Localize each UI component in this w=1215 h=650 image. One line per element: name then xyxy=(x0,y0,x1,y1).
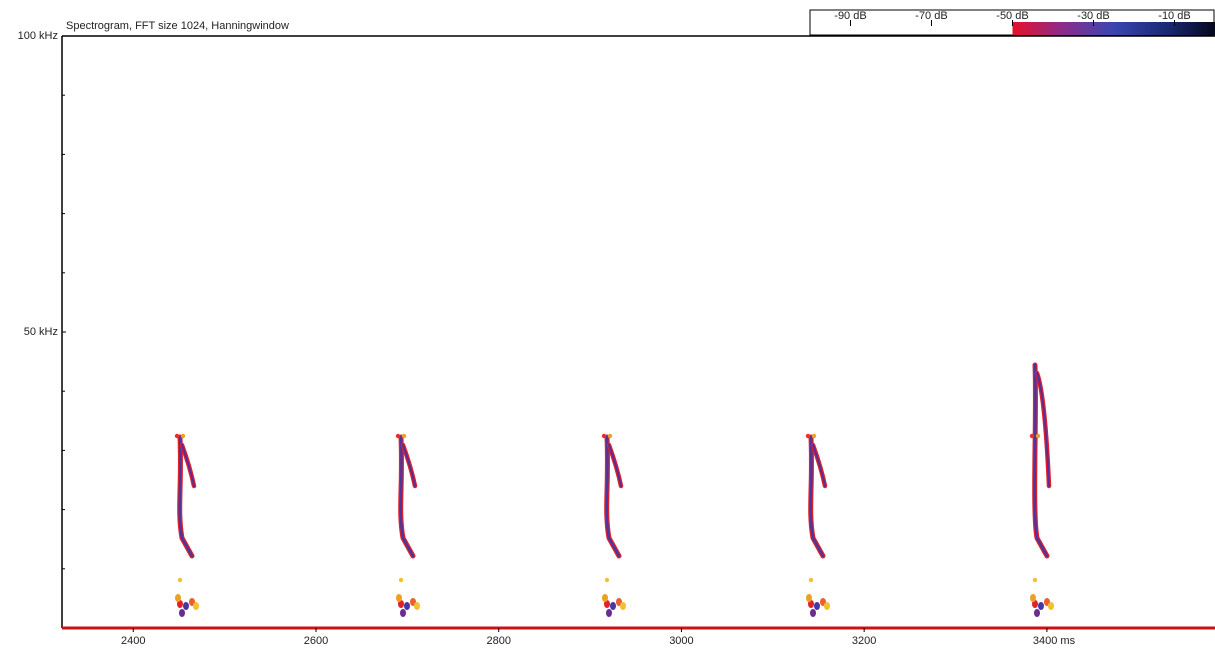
call-trace xyxy=(601,433,626,617)
trace-dot xyxy=(607,433,613,439)
trace-core xyxy=(809,435,825,558)
trace-blob xyxy=(1034,609,1040,617)
trace-blob xyxy=(177,600,183,608)
trace-blob xyxy=(1038,602,1044,610)
trace-dot xyxy=(177,577,183,583)
colorbar-label: -70 dB xyxy=(915,10,947,22)
colorbar-gradient xyxy=(1012,22,1215,35)
trace-blob xyxy=(620,602,626,610)
trace-core xyxy=(402,444,416,487)
colorbar-label: -90 dB xyxy=(834,10,866,22)
x-tick-label: 3400 ms xyxy=(1033,635,1076,647)
trace-blob xyxy=(604,600,610,608)
trace-blob xyxy=(824,602,830,610)
trace-blob xyxy=(404,602,410,610)
trace-blob xyxy=(1048,602,1054,610)
trace-dot xyxy=(604,577,610,583)
trace-blob xyxy=(814,602,820,610)
call-trace xyxy=(1029,362,1054,617)
x-tick-label: 3200 xyxy=(852,635,876,647)
trace-core xyxy=(1036,372,1050,487)
trace-blob xyxy=(806,594,812,602)
trace-core xyxy=(812,444,826,487)
colorbar-label: -30 dB xyxy=(1077,10,1109,22)
chart-title: Spectrogram, FFT size 1024, Hanningwindo… xyxy=(66,20,289,32)
call-trace xyxy=(395,433,420,617)
trace-blob xyxy=(396,594,402,602)
trace-blob xyxy=(400,609,406,617)
trace-blob xyxy=(414,602,420,610)
trace-blob xyxy=(183,602,189,610)
trace-blob xyxy=(808,600,814,608)
colorbar-label: -10 dB xyxy=(1158,10,1190,22)
trace-blob xyxy=(810,609,816,617)
trace-core xyxy=(399,435,415,558)
trace-dot xyxy=(395,433,401,439)
x-tick-label: 3000 xyxy=(669,635,693,647)
trace-blob xyxy=(175,594,181,602)
trace-core xyxy=(178,435,194,558)
trace-dot xyxy=(1032,577,1038,583)
call-trace xyxy=(805,433,830,617)
trace-dot xyxy=(1029,433,1035,439)
y-tick-label: 50 kHz xyxy=(24,326,58,338)
trace-dot xyxy=(401,433,407,439)
x-tick-label: 2600 xyxy=(304,635,328,647)
trace-dot xyxy=(601,433,607,439)
trace-blob xyxy=(398,600,404,608)
trace-dot xyxy=(398,577,404,583)
trace-dot xyxy=(174,433,180,439)
trace-dot xyxy=(811,433,817,439)
trace-blob xyxy=(193,602,199,610)
trace-blob xyxy=(610,602,616,610)
trace-core xyxy=(181,444,195,487)
trace-core xyxy=(608,444,622,487)
call-trace xyxy=(174,433,199,617)
colorbar-label: -50 dB xyxy=(996,10,1028,22)
trace-dot xyxy=(808,577,814,583)
trace-core xyxy=(605,435,621,558)
trace-dot xyxy=(805,433,811,439)
x-tick-label: 2800 xyxy=(486,635,510,647)
trace-blob xyxy=(606,609,612,617)
trace-blob xyxy=(1030,594,1036,602)
y-tick-label: 100 kHz xyxy=(18,30,58,42)
trace-blob xyxy=(1032,600,1038,608)
trace-core xyxy=(1033,363,1049,558)
trace-dot xyxy=(1035,433,1041,439)
trace-dot xyxy=(180,433,186,439)
x-tick-label: 2400 xyxy=(121,635,145,647)
trace-blob xyxy=(602,594,608,602)
trace-blob xyxy=(179,609,185,617)
